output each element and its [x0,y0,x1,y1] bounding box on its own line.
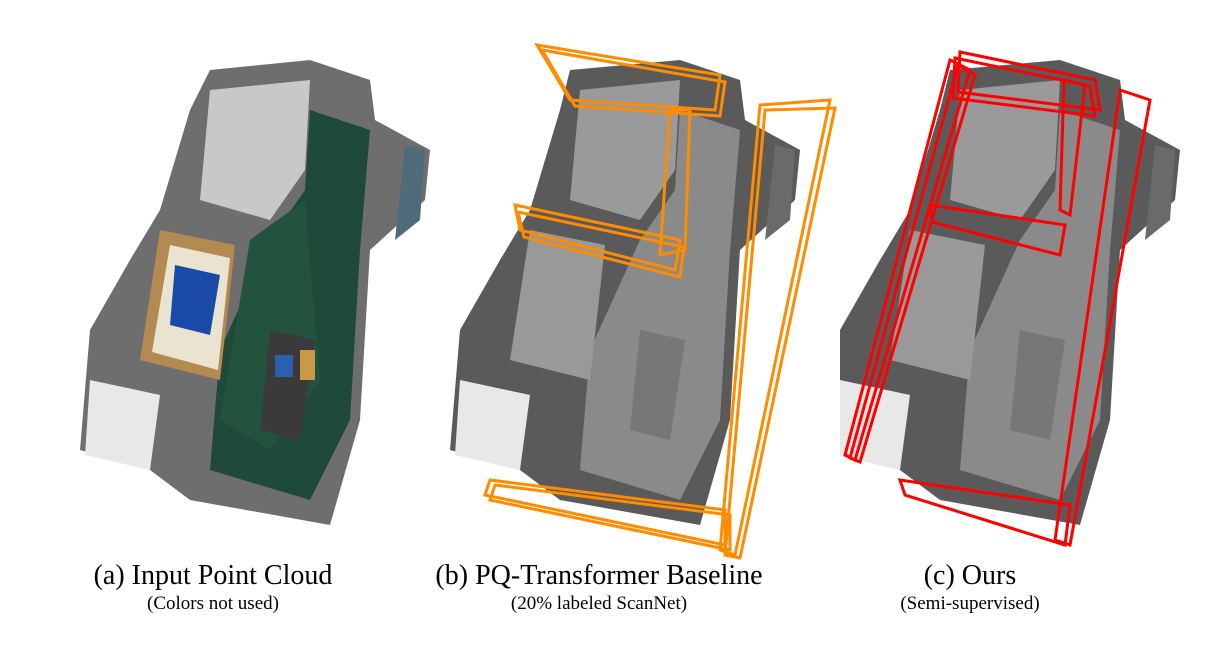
panel-input-point-cloud [70,0,450,550]
baseline-detection-image [450,42,837,560]
caption-ours: (c) Ours (Semi-supervised) [760,560,1180,616]
panel-pq-transformer-baseline [440,0,860,560]
caption-pq-transformer-baseline: (b) PQ-Transformer Baseline (20% labeled… [389,560,809,616]
caption-input-point-cloud: (a) Input Point Cloud (Colors not used) [3,560,423,616]
input-point-cloud-image [80,60,430,525]
caption-subtitle: (Semi-supervised) [900,593,1040,614]
ours-boxes [843,50,1152,547]
blanket [170,265,220,335]
panel-ours [840,0,1220,560]
caption-title: (b) PQ-Transformer Baseline [435,560,763,591]
baseline-boxes [483,42,837,560]
caption-subtitle: (Colors not used) [147,593,279,614]
caption-title: (c) Ours [923,560,1017,591]
ours-detection-image [840,50,1180,547]
caption-title: (a) Input Point Cloud [93,560,333,591]
bathroom-floor [200,80,310,220]
caption-subtitle: (20% labeled ScanNet) [510,593,688,614]
